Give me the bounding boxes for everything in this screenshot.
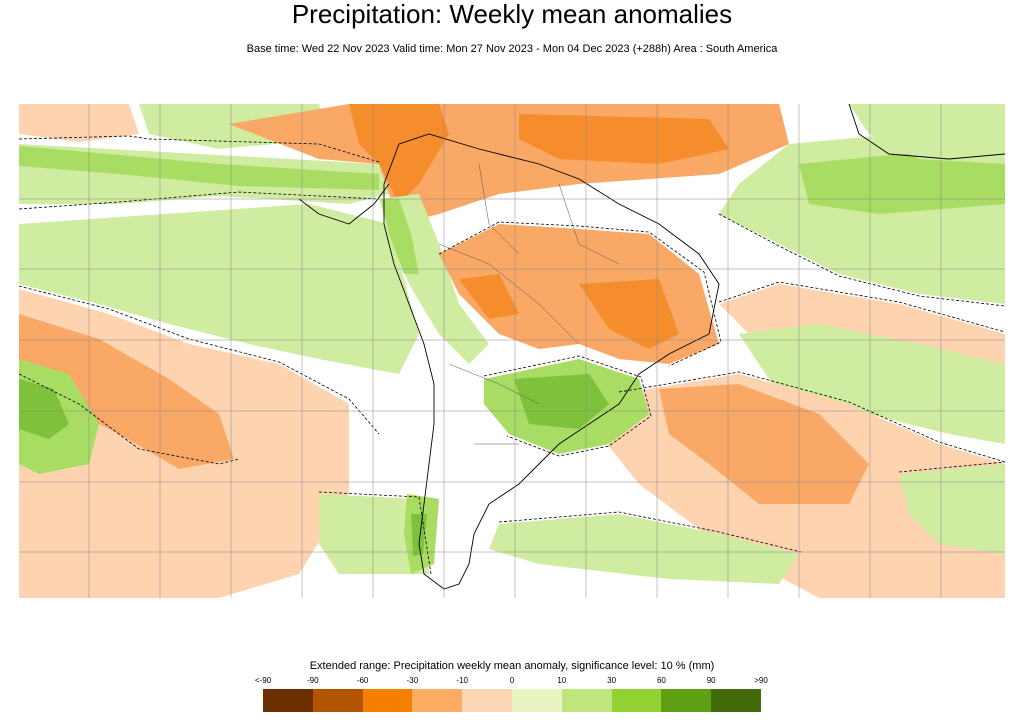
region-pacific-southwest-wetter <box>19 379 69 439</box>
borders <box>438 163 620 445</box>
legend-title: Extended range: Precipitation weekly mea… <box>309 660 715 672</box>
legend-tick: <-90 <box>254 676 272 685</box>
chart-title: Precipitation: Weekly mean anomalies <box>291 0 733 29</box>
legend-swatch <box>561 689 612 712</box>
region-atlantic-mid-wet <box>739 324 1005 444</box>
legend-tick: 0 <box>509 676 515 685</box>
legend-swatch <box>462 689 512 712</box>
region-south-atlantic-drier <box>659 384 869 504</box>
legend-tick-labels: <-90 -90 -60 -30 -10 0 10 30 60 90 >90 <box>255 676 768 686</box>
legend-tick: -30 <box>406 676 419 685</box>
legend-tick: 10 <box>557 676 567 685</box>
region-atlantic-north-wetter <box>799 144 1005 214</box>
coastline-south-america <box>383 133 720 590</box>
region-africa-wet <box>849 104 1005 164</box>
legend-color-bar <box>263 689 761 712</box>
legend-swatch <box>312 689 363 712</box>
significance-contours <box>19 135 1005 575</box>
coastline-africa <box>848 104 1005 160</box>
region-brazil-very-dry <box>579 279 679 349</box>
region-caribbean-very-dry <box>349 104 449 204</box>
graticule <box>19 104 1005 598</box>
legend-swatch <box>412 689 463 712</box>
legend-swatch <box>511 689 562 712</box>
chart-subtitle: Base time: Wed 22 Nov 2023 Valid time: M… <box>246 43 778 55</box>
legend-tick: -90 <box>307 676 319 685</box>
legend-tick: 30 <box>607 676 617 685</box>
legend-swatch <box>711 689 761 712</box>
legend-tick: 60 <box>656 676 666 685</box>
region-guiana-very-dry <box>519 114 729 164</box>
legend-swatch <box>263 689 313 712</box>
region-pacific-southeast-wet <box>19 204 419 374</box>
legend-tick: -10 <box>456 676 468 685</box>
region-brazil-very-dry-west <box>459 274 519 319</box>
region-la-plata-very-wet <box>514 374 609 429</box>
legend-tick: >90 <box>754 676 768 685</box>
region-east-wet <box>899 464 1005 554</box>
legend-tick: 90 <box>706 676 716 685</box>
legend-swatch <box>362 689 413 712</box>
coastline-central-america <box>298 183 390 225</box>
anomaly-map <box>19 104 1005 598</box>
region-pacific-north-dry <box>19 104 139 142</box>
region-southern-ocean-wet <box>319 494 429 574</box>
legend-swatch <box>611 689 662 712</box>
legend-swatch <box>661 689 712 712</box>
region-pacific-south-drier <box>19 314 234 469</box>
region-south-atlantic-wet-band <box>489 514 799 584</box>
region-andes-wetter <box>381 199 419 274</box>
legend-tick: -60 <box>356 676 369 685</box>
region-pacific-tropical-wetter <box>19 146 379 190</box>
